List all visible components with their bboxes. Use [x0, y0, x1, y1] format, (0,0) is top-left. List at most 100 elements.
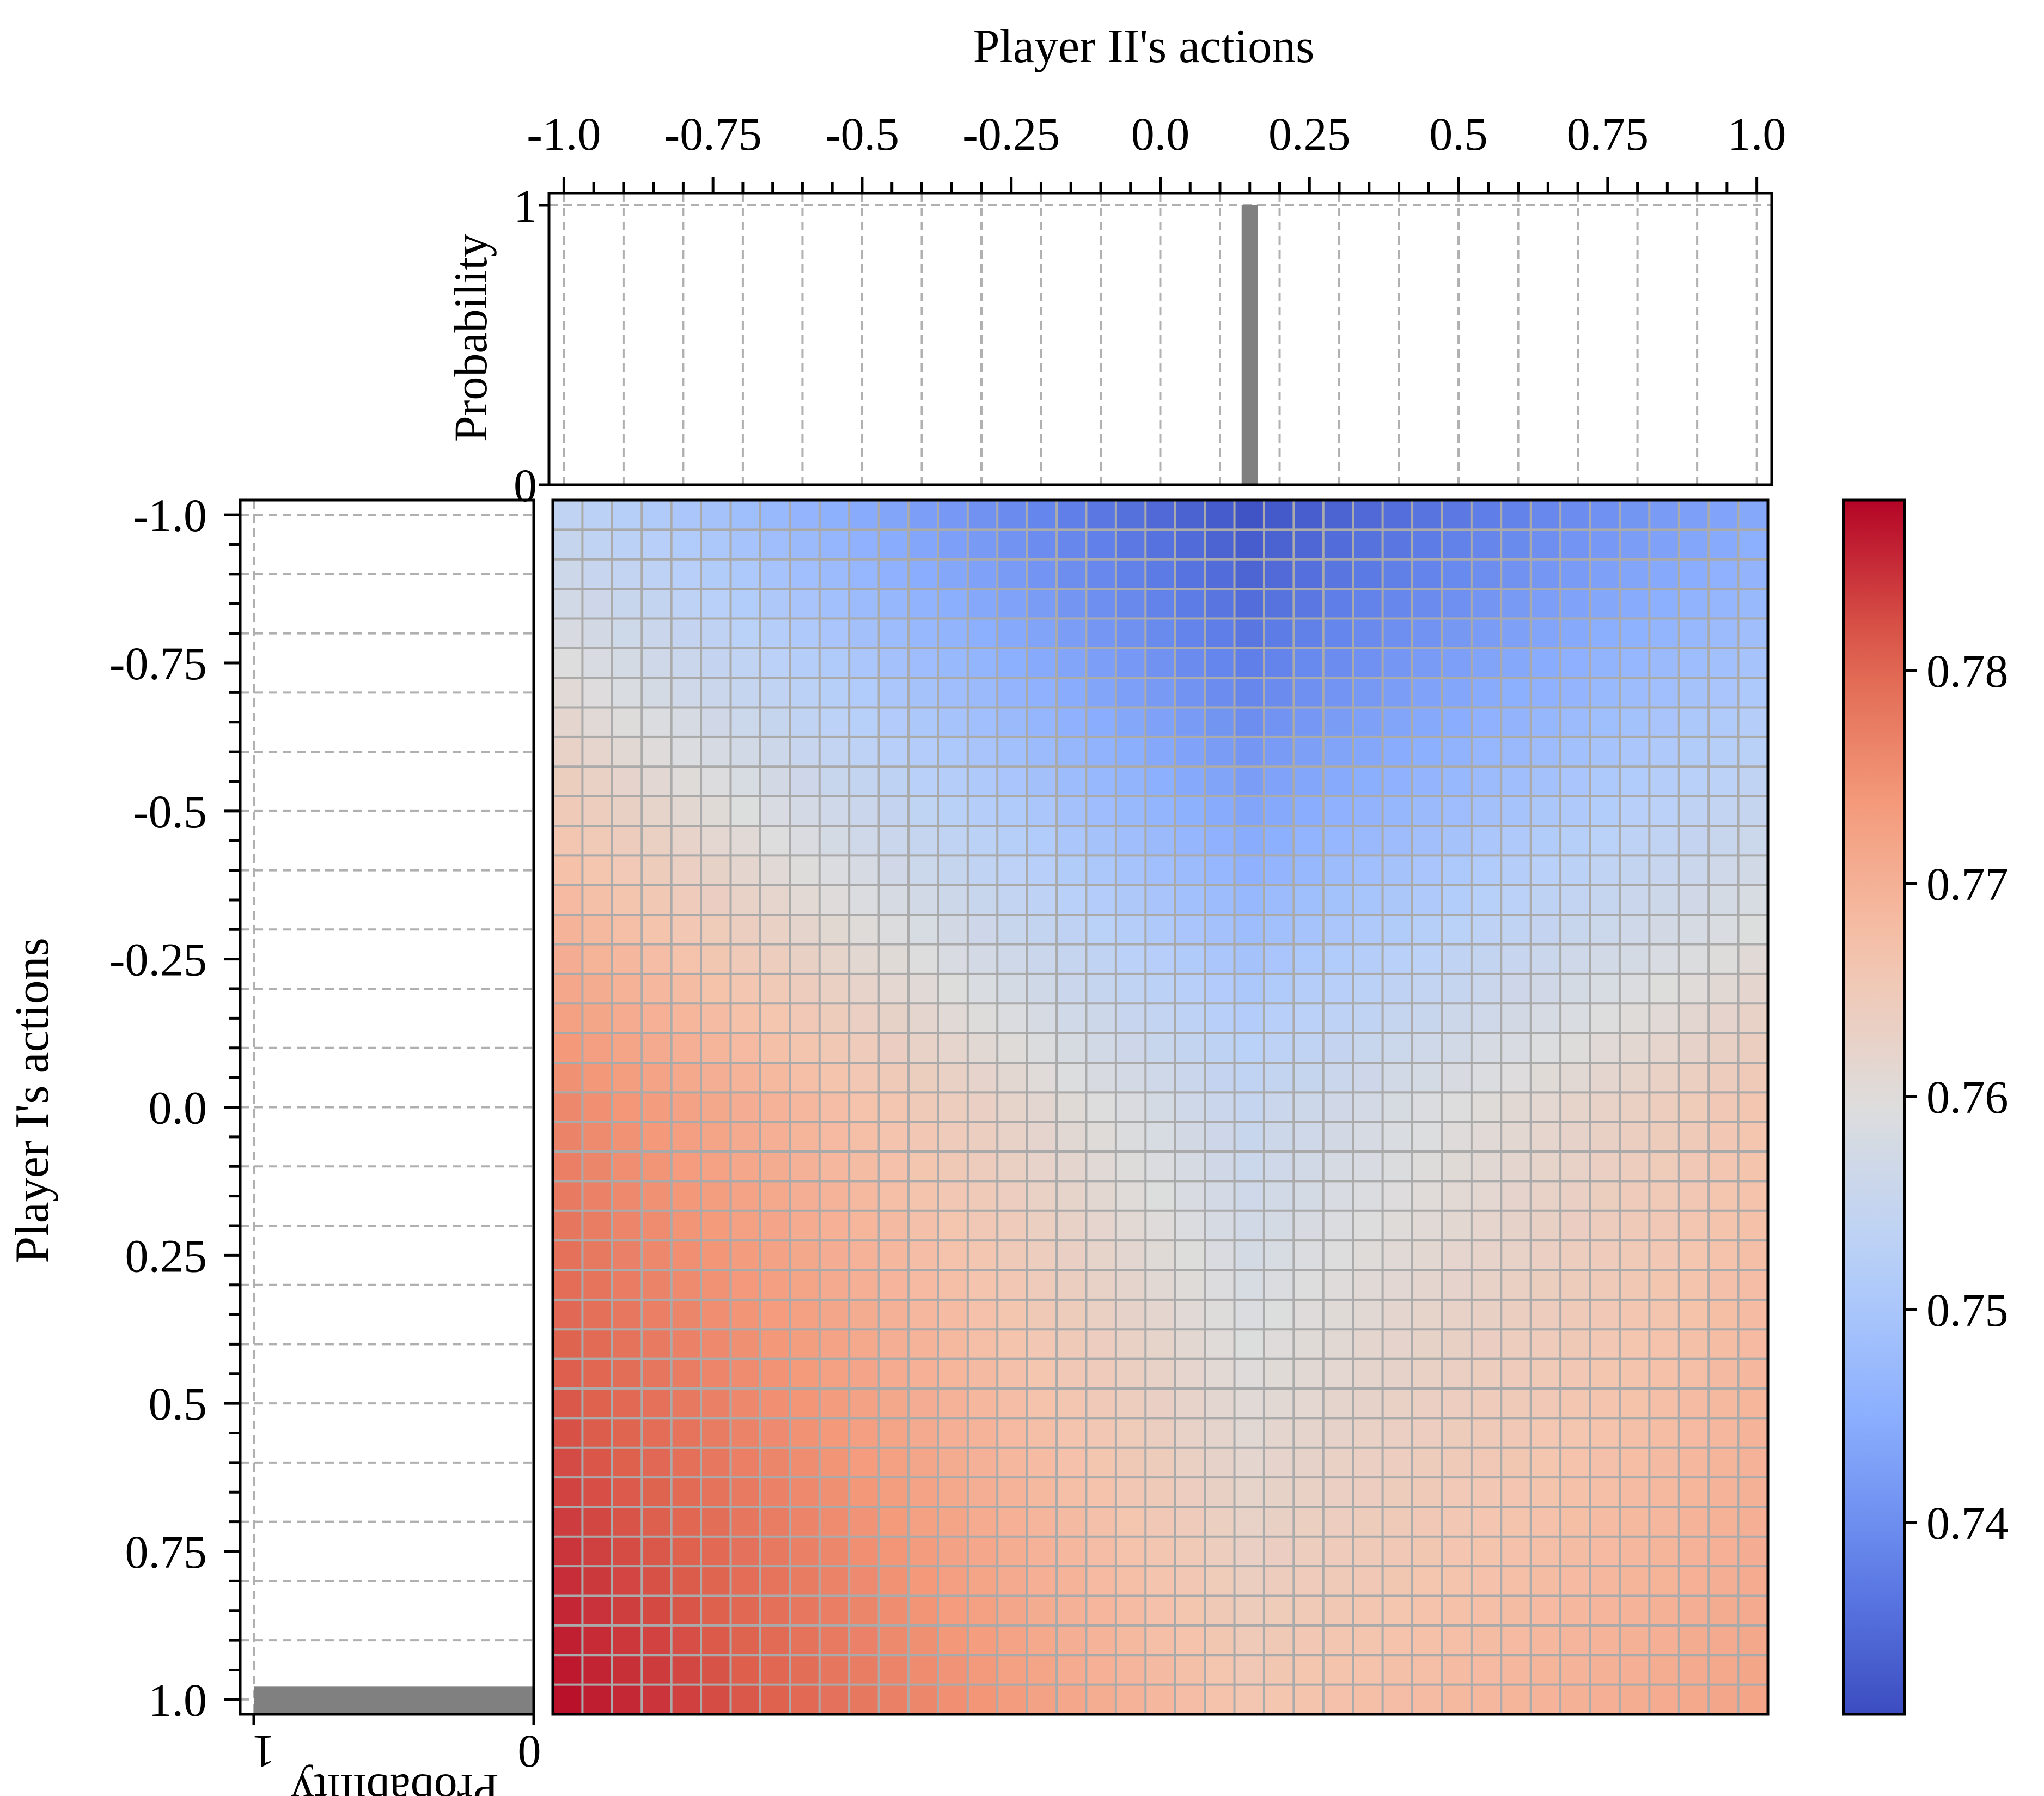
x-tick-label: -1.0 — [527, 108, 601, 160]
heatmap-cell — [1649, 736, 1680, 767]
x-tick-label: -0.75 — [664, 108, 762, 160]
heatmap-cell — [790, 1181, 820, 1211]
heatmap-cell — [553, 1329, 583, 1360]
heatmap-cell — [878, 618, 909, 649]
heatmap-cell — [849, 766, 880, 797]
heatmap-cell — [938, 559, 968, 589]
heatmap-cell — [1649, 1299, 1680, 1330]
heatmap-cell — [1501, 855, 1532, 886]
heatmap-cell — [997, 1684, 1028, 1715]
heatmap-cell — [701, 559, 731, 589]
heatmap-cell — [1264, 944, 1294, 975]
heatmap-cell — [553, 529, 583, 560]
heatmap-cell — [1442, 973, 1472, 1004]
heatmap-cell — [1649, 855, 1680, 886]
heatmap-cell — [1175, 589, 1205, 619]
heatmap-cell — [1323, 1210, 1353, 1241]
heatmap-cell — [790, 678, 820, 708]
left-probability-tick-label: 1 — [252, 1726, 276, 1778]
heatmap-cell — [967, 559, 998, 589]
heatmap-cell — [642, 1152, 672, 1182]
heatmap-cell — [1560, 973, 1591, 1004]
x-tick-label: 1.0 — [1728, 108, 1786, 160]
heatmap-cell — [1234, 1092, 1265, 1123]
heatmap-cell — [760, 855, 790, 886]
heatmap-cell — [1145, 1240, 1176, 1271]
heatmap-cell — [967, 1418, 998, 1448]
heatmap-cell — [1679, 1477, 1709, 1508]
heatmap-cell — [1501, 648, 1532, 678]
heatmap-cell — [671, 1536, 701, 1567]
heatmap-cell — [1649, 885, 1680, 915]
heatmap-cell — [1471, 678, 1502, 708]
heatmap-cell — [1412, 973, 1443, 1004]
heatmap-cell — [1353, 1299, 1383, 1330]
heatmap-cell — [1057, 1003, 1087, 1034]
heatmap-cell — [582, 1596, 613, 1626]
heatmap-cell — [790, 1062, 820, 1093]
heatmap-cell — [997, 529, 1028, 560]
heatmap-cell — [1353, 736, 1383, 767]
heatmap-cell — [1679, 1122, 1709, 1152]
heatmap-cell — [1590, 1062, 1620, 1093]
heatmap-cell — [1175, 885, 1205, 915]
heatmap-cell — [819, 1536, 850, 1567]
heatmap-cell — [1057, 1625, 1087, 1655]
heatmap-cell — [671, 1507, 701, 1537]
heatmap-cell — [1738, 707, 1768, 738]
heatmap-cell — [760, 707, 790, 738]
heatmap-cell — [849, 678, 880, 708]
heatmap-cell — [1205, 885, 1235, 915]
heatmap-cell — [730, 1033, 761, 1063]
heatmap-cell — [1738, 678, 1768, 708]
heatmap-cell — [878, 1388, 909, 1418]
heatmap-cell — [1057, 1507, 1087, 1537]
heatmap-cell — [1234, 885, 1265, 915]
heatmap-cell — [1323, 1092, 1353, 1123]
heatmap-cell — [1323, 707, 1353, 738]
heatmap-cell — [1590, 1329, 1620, 1360]
heatmap-cell — [1293, 1003, 1324, 1034]
heatmap-cell — [1501, 500, 1532, 530]
heatmap-cell — [1649, 1655, 1680, 1685]
heatmap-cell — [1086, 1566, 1116, 1597]
heatmap-cell — [642, 1566, 672, 1597]
heatmap-cell — [1590, 1270, 1620, 1300]
heatmap-cell — [1709, 1270, 1739, 1300]
heatmap-cell — [701, 1477, 731, 1508]
heatmap-cell — [1145, 944, 1176, 975]
heatmap-cell — [612, 855, 642, 886]
heatmap-cell — [1115, 1240, 1146, 1271]
heatmap-cell — [760, 736, 790, 767]
heatmap-cell — [1205, 589, 1235, 619]
heatmap-cell — [730, 1418, 761, 1448]
heatmap-cell — [1115, 1329, 1146, 1360]
heatmap-cell — [1353, 1625, 1383, 1655]
heatmap-cell — [671, 915, 701, 945]
heatmap-cell — [1530, 766, 1561, 797]
heatmap-cell — [1057, 973, 1087, 1004]
heatmap-cell — [582, 1507, 613, 1537]
heatmap-cell — [612, 589, 642, 619]
heatmap-cell — [967, 736, 998, 767]
heatmap-cell — [582, 589, 613, 619]
heatmap-cell — [642, 678, 672, 708]
heatmap-cell — [1205, 1092, 1235, 1123]
heatmap-cell — [997, 1329, 1028, 1360]
heatmap-cell — [1530, 1299, 1561, 1330]
heatmap-cell — [1679, 1596, 1709, 1626]
heatmap-cell — [1234, 1477, 1265, 1508]
heatmap-cell — [612, 648, 642, 678]
heatmap-cell — [1382, 855, 1413, 886]
heatmap-cell — [1471, 1062, 1502, 1093]
heatmap-cell — [671, 885, 701, 915]
colorbar-ticks: 0.740.750.760.770.78 — [1905, 645, 2009, 1549]
heatmap-cell — [760, 1655, 790, 1685]
heatmap-cell — [582, 1240, 613, 1271]
heatmap-cell — [1293, 1418, 1324, 1448]
heatmap-cell — [1590, 766, 1620, 797]
heatmap-cell — [671, 1240, 701, 1271]
heatmap-cell — [997, 1033, 1028, 1063]
heatmap-cell — [790, 855, 820, 886]
heatmap-cell — [1027, 1329, 1057, 1360]
